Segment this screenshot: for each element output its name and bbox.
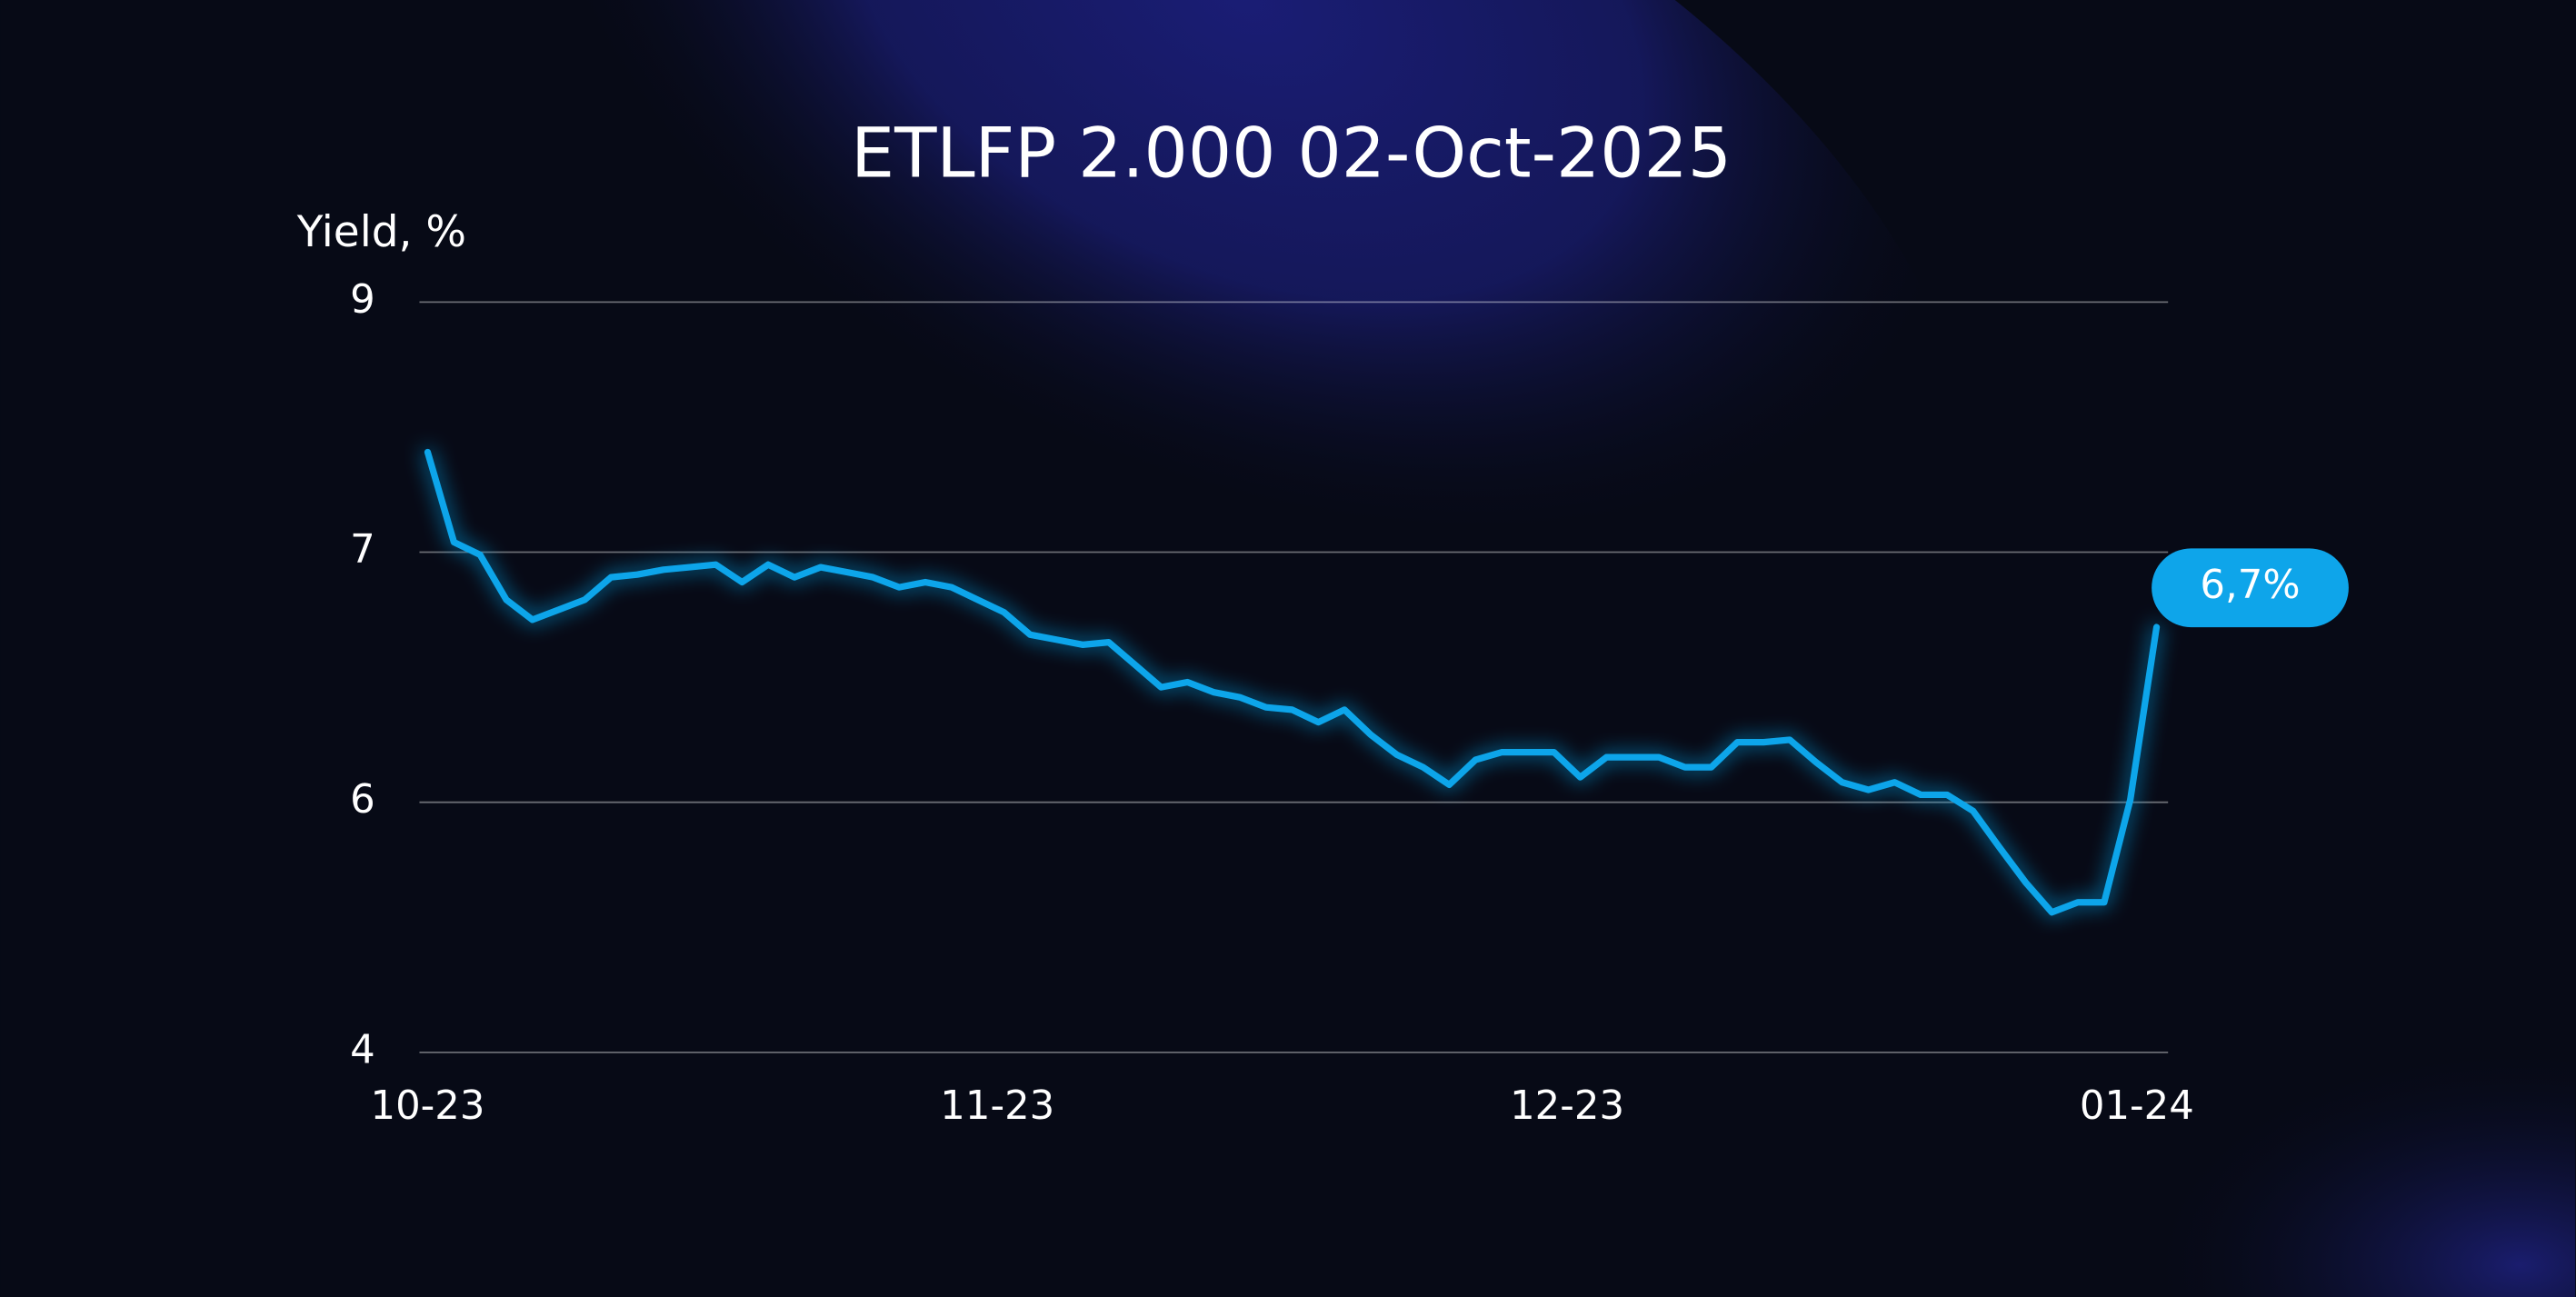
chart-title: ETLFP 2.000 02-Oct-2025 [851, 113, 1732, 193]
x-tick-label: 12-23 [1510, 1083, 1624, 1129]
value-label-pill [2152, 548, 2349, 628]
series-line [424, 448, 2161, 916]
plot: 4 6 7 9 10-23 11-23 12-23 01-24 6,7% [350, 277, 2349, 1129]
x-tick-label: 01-24 [2080, 1083, 2194, 1129]
y-tick-label: 4 [350, 1027, 375, 1073]
x-tick-label: 11-23 [940, 1083, 1054, 1129]
y-tick-label: 7 [350, 527, 375, 573]
x-tick-label: 10-23 [371, 1083, 485, 1129]
background-glow [1478, 656, 2576, 1297]
y-tick-label: 6 [350, 777, 375, 823]
background-glow [375, 0, 1991, 938]
y-axis-label: Yield, % [296, 207, 466, 257]
value-label: 6,7% [2200, 563, 2300, 608]
y-tick-label: 9 [350, 277, 375, 323]
